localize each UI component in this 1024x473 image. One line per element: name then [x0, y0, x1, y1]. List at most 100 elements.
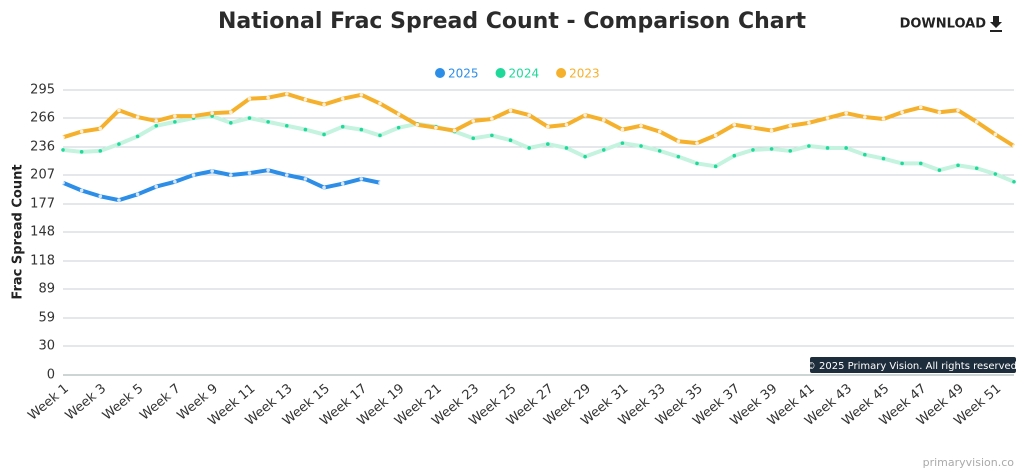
data-point — [266, 120, 270, 124]
data-point — [564, 146, 569, 150]
legend-marker — [435, 68, 445, 78]
data-point — [61, 180, 65, 185]
data-point — [98, 149, 103, 153]
data-point — [229, 121, 233, 125]
data-point — [135, 192, 140, 197]
data-point — [490, 133, 494, 138]
data-point — [471, 119, 476, 123]
data-point — [378, 180, 382, 185]
data-point — [918, 105, 923, 110]
data-point — [452, 128, 457, 133]
data-point — [993, 132, 998, 137]
data-point — [732, 122, 737, 127]
legend-label: 2025 — [448, 67, 479, 81]
data-point — [98, 194, 103, 199]
data-point — [247, 116, 252, 120]
data-point — [546, 124, 550, 129]
data-point — [825, 146, 830, 150]
data-point — [229, 110, 233, 115]
data-point — [1012, 144, 1016, 148]
data-point — [676, 139, 681, 144]
footer: primaryvision.co — [923, 456, 1015, 469]
data-point — [322, 102, 326, 107]
credit-box — [810, 357, 1016, 373]
data-point — [154, 184, 159, 189]
data-point — [695, 161, 699, 166]
data-point — [340, 181, 345, 186]
data-point — [210, 111, 214, 115]
download-label[interactable]: DOWNLOAD — [900, 17, 987, 32]
data-point — [303, 177, 308, 181]
data-point — [471, 136, 476, 141]
data-point — [601, 148, 606, 152]
data-point — [173, 179, 177, 184]
data-point — [322, 185, 326, 190]
series-line — [62, 114, 1015, 184]
y-tick-label: 236 — [30, 140, 55, 155]
data-point — [247, 96, 252, 101]
y-axis-label: Frac Spread Count — [11, 164, 26, 299]
data-point — [974, 120, 979, 124]
y-tick-label: 118 — [30, 254, 55, 269]
data-point — [751, 125, 755, 130]
data-point — [508, 108, 513, 113]
data-point — [956, 108, 960, 113]
data-point — [284, 173, 289, 177]
data-point — [396, 125, 401, 130]
data-point — [564, 122, 569, 127]
data-point — [303, 127, 308, 132]
data-point — [135, 115, 140, 119]
data-point — [993, 172, 998, 176]
series-line — [62, 91, 1016, 148]
data-point — [98, 126, 103, 131]
data-point — [527, 146, 531, 150]
y-tick-label: 59 — [38, 311, 55, 326]
data-point — [732, 153, 737, 158]
data-point — [751, 148, 755, 152]
data-point — [807, 121, 811, 125]
data-point — [881, 156, 886, 161]
data-point — [601, 118, 606, 122]
y-tick-label: 207 — [30, 168, 55, 183]
data-point — [769, 147, 774, 151]
data-point — [937, 110, 942, 115]
data-point — [79, 188, 84, 193]
data-point — [359, 127, 364, 132]
data-point — [61, 148, 65, 152]
data-point — [769, 128, 774, 133]
data-point — [173, 114, 177, 118]
data-point — [284, 123, 289, 128]
data-point — [266, 168, 270, 172]
data-point — [117, 108, 121, 113]
download-button[interactable]: DOWNLOAD — [900, 16, 1002, 32]
data-point — [657, 149, 662, 153]
data-point — [378, 133, 382, 138]
data-point — [695, 141, 699, 145]
legend-marker — [495, 68, 506, 78]
data-point — [173, 120, 177, 124]
data-point — [117, 198, 121, 202]
data-point — [415, 122, 420, 127]
y-tick-label: 148 — [30, 225, 55, 240]
data-point — [583, 154, 587, 159]
download-icon[interactable] — [990, 16, 1002, 32]
data-point — [546, 142, 550, 146]
chart-title: National Frac Spread Count - Comparison … — [218, 9, 807, 34]
data-point — [937, 168, 942, 172]
data-point — [79, 150, 84, 154]
data-point — [61, 135, 65, 140]
data-point — [956, 163, 960, 168]
data-point — [210, 169, 214, 173]
legend-label: 2023 — [569, 67, 600, 81]
data-point — [490, 117, 494, 121]
data-point — [863, 115, 867, 119]
data-point — [79, 129, 84, 134]
data-point — [825, 116, 830, 120]
data-point — [340, 96, 345, 101]
y-tick-label: 295 — [30, 83, 55, 98]
data-point — [657, 129, 662, 134]
data-point — [359, 177, 364, 181]
data-point — [788, 123, 793, 128]
data-point — [881, 117, 886, 121]
y-tick-label: 30 — [38, 339, 55, 354]
